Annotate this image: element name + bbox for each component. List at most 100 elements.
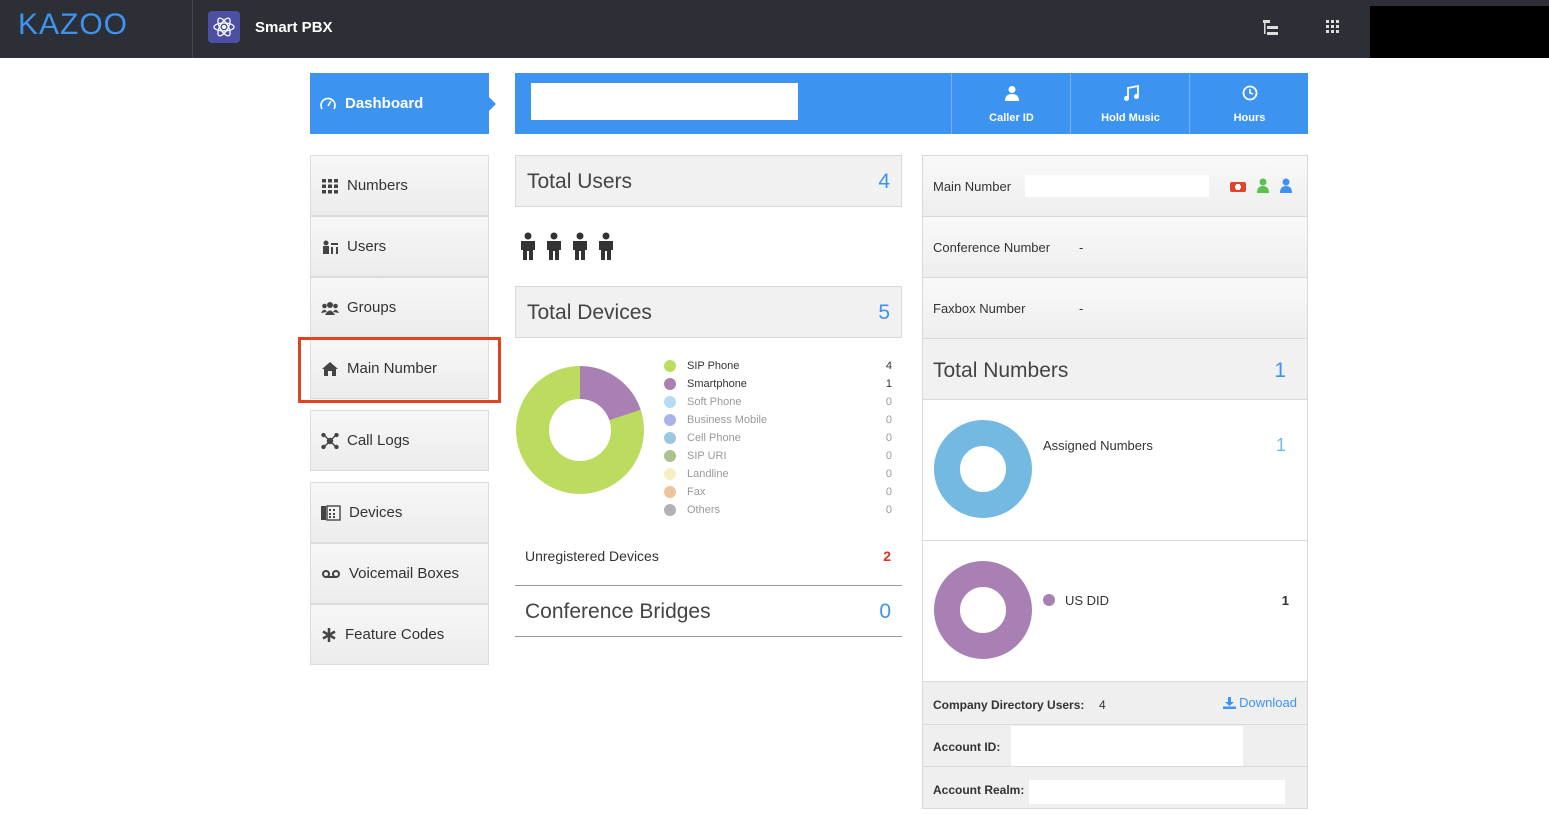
account-id-row: Account ID: [922, 724, 1308, 767]
label: Hold Music [1101, 112, 1160, 124]
legend-item: US DID 1 [1043, 593, 1289, 613]
number-types-donut [934, 561, 1032, 659]
label: Download [1239, 695, 1297, 710]
main-number-value [1025, 175, 1209, 197]
title: Total Numbers [933, 359, 1069, 382]
tree-icon[interactable] [1262, 19, 1280, 37]
conference-row: Conference Bridges 0 [515, 590, 902, 637]
nav-item[interactable]: Call Logs [310, 410, 489, 471]
label: Conference Number [933, 240, 1051, 255]
count[interactable]: 0 [879, 600, 891, 623]
icon [1005, 86, 1019, 101]
nav-item[interactable]: Numbers [310, 155, 489, 216]
highlight-box [298, 337, 501, 403]
icon [321, 504, 341, 521]
label: Faxbox Number [933, 301, 1026, 316]
icon [321, 432, 339, 449]
toolbar [515, 73, 1308, 134]
count[interactable]: 1 [1274, 359, 1286, 382]
active-arrow [489, 97, 496, 111]
legend-item: SIP Phone 4 [664, 359, 892, 377]
label: Hours [1233, 112, 1266, 124]
body [599, 241, 613, 260]
user-figure [573, 232, 587, 260]
label: Groups [347, 299, 397, 316]
legend-label: Cell Phone [687, 432, 741, 444]
count[interactable]: 5 [878, 301, 890, 324]
directory-row: Company Directory Users: 4 Download [922, 681, 1308, 725]
dashboard-tab[interactable]: Dashboard [310, 73, 489, 134]
toolbar-button[interactable]: Hours [1189, 73, 1308, 134]
swatch [664, 504, 676, 516]
swatch [664, 450, 676, 462]
legend-label: Others [687, 504, 721, 516]
nav-item[interactable]: Feature Codes [310, 604, 489, 665]
value: - [1079, 240, 1084, 255]
label: Conference Bridges [525, 600, 711, 623]
legend-count: 0 [885, 432, 892, 444]
icon [320, 97, 336, 109]
count[interactable]: 1 [1275, 435, 1286, 455]
nav-item[interactable]: Devices [310, 482, 489, 543]
user-figure [521, 232, 535, 260]
label: Unregistered Devices [525, 548, 659, 564]
label: Account ID: [933, 740, 1001, 754]
legend-label: Landline [687, 468, 729, 480]
account-id-value [1011, 726, 1243, 766]
swatch [1043, 594, 1055, 606]
app-name[interactable]: Smart PBX [255, 19, 333, 36]
nav-item[interactable]: Users [310, 216, 489, 277]
toolbar-button[interactable]: Hold Music [1070, 73, 1189, 134]
title: Total Users [527, 170, 633, 193]
app-icon[interactable] [208, 11, 240, 43]
legend-item: Business Mobile 0 [664, 413, 892, 431]
legend-item: Others 0 [664, 503, 892, 521]
count[interactable]: 4 [878, 170, 890, 193]
body [547, 241, 561, 260]
legend-label: SIP URI [687, 450, 727, 462]
label: Main Number [347, 360, 438, 377]
legend-label: Business Mobile [687, 414, 768, 426]
label: Call Logs [347, 432, 410, 449]
toolbar-button[interactable]: Caller ID [951, 73, 1070, 134]
body [573, 241, 587, 260]
legend-label: Smartphone [687, 378, 747, 390]
title: Total Devices [527, 301, 652, 324]
icon [1223, 696, 1237, 709]
nav-item[interactable]: Voicemail Boxes [310, 543, 489, 604]
label: Users [347, 238, 387, 255]
head [550, 232, 558, 240]
label: Feature Codes [345, 626, 445, 643]
legend-item: SIP URI 0 [664, 449, 892, 467]
count[interactable]: 2 [883, 548, 891, 564]
nav-item[interactable]: Main Number [310, 338, 489, 399]
user-icons [519, 232, 615, 262]
total-users-header: Total Users 4 [515, 155, 902, 207]
logo[interactable]: KAZOO [18, 8, 129, 41]
legend-item: Cell Phone 0 [664, 431, 892, 449]
icon [323, 240, 338, 254]
legend-count: 0 [885, 486, 892, 498]
assigned-panel: Assigned Numbers 1 [922, 399, 1308, 541]
label: Voicemail Boxes [349, 565, 460, 582]
legend-label: SIP Phone [687, 360, 740, 372]
faxbox-number-row: Faxbox Number - [922, 277, 1308, 339]
account-name-field[interactable] [531, 83, 798, 120]
redacted-account [1370, 6, 1549, 58]
apps-icon[interactable] [1325, 19, 1341, 35]
user-figure [547, 232, 561, 260]
label: Main Number [933, 179, 1012, 194]
body [521, 241, 535, 260]
legend-count: 0 [885, 504, 892, 516]
swatch [664, 414, 676, 426]
value: - [1079, 301, 1084, 316]
count: 4 [1099, 698, 1106, 712]
icon [322, 569, 340, 578]
total-devices-header: Total Devices 5 [515, 286, 902, 338]
download-link[interactable]: Download [1223, 695, 1297, 710]
nav-item[interactable]: Groups [310, 277, 489, 338]
account-realm-row: Account Realm: [922, 766, 1308, 809]
divider [192, 0, 193, 58]
legend-count: 1 [885, 378, 892, 390]
